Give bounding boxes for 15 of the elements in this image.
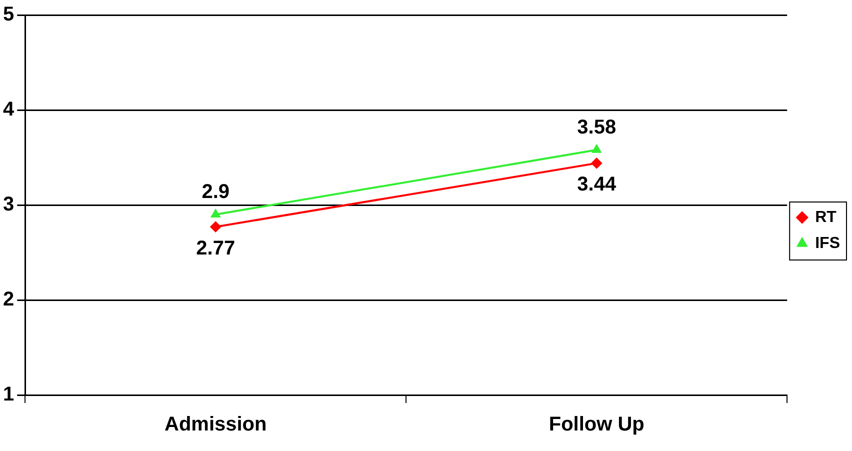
x-tick-label: Admission (164, 414, 267, 436)
y-tick-label: 3 (3, 194, 14, 216)
data-label: 2.77 (196, 237, 236, 260)
legend-label: IFS (815, 234, 840, 252)
data-label: 2.9 (202, 181, 230, 204)
y-tick-label: 1 (3, 384, 14, 406)
point (591, 158, 602, 169)
x-tick-label: Follow Up (548, 414, 644, 436)
y-tick-label: 2 (3, 288, 14, 311)
y-tick-label: 4 (3, 98, 15, 121)
data-label: 3.58 (577, 116, 616, 138)
data-label: 3.44 (577, 174, 617, 196)
legend-label: RT (815, 208, 837, 226)
point (210, 221, 222, 232)
y-tick-label: 5 (3, 4, 14, 26)
